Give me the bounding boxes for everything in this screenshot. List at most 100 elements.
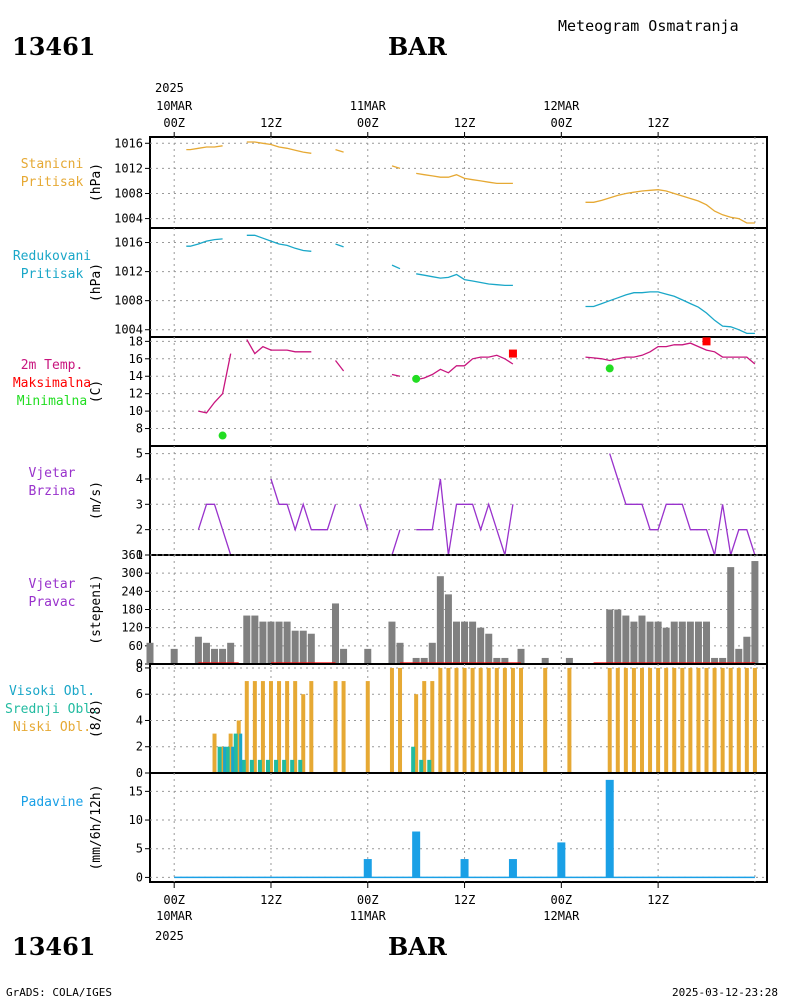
precip-bar: [412, 831, 421, 878]
cloud-cover-label-line: Visoki Obl.: [9, 684, 95, 699]
wind-direction-bar: [614, 609, 622, 664]
cloud-low-bar: [268, 681, 273, 773]
y-tick-label: 240: [121, 584, 143, 598]
cloud-low-bar: [567, 667, 572, 773]
cloud-low-bar: [252, 681, 257, 773]
cloud-mid-bar: [249, 759, 254, 773]
cloud-low-bar: [228, 733, 233, 773]
cloud-low-bar: [414, 694, 419, 773]
wind-direction-bar: [194, 636, 202, 664]
y-tick-label: 2: [136, 523, 143, 537]
wind-direction-bar: [469, 621, 477, 664]
station-pressure-label-line: Stanicni: [21, 157, 84, 172]
bottom-year-label: 2025: [155, 929, 184, 943]
wind-direction-bar: [493, 657, 501, 664]
tmin-marker: [605, 364, 614, 373]
cloud-cover-panel: 0 2 4 6 8 (8/8)Visoki Obl. Srednji Obl. Niski O…: [5, 661, 768, 780]
station-id-top: 13461: [12, 32, 96, 61]
wind-direction-bar: [243, 615, 251, 664]
wind-direction-bar: [751, 561, 759, 664]
precip-bar: [363, 859, 372, 878]
y-tick-label: 15: [129, 784, 143, 798]
wind-direction-bar: [332, 603, 340, 664]
wind-direction-bar: [444, 594, 452, 664]
wind-direction-bar: [703, 621, 711, 664]
wind-direction-bar: [202, 642, 210, 664]
wind-direction-bar: [275, 621, 283, 664]
wind-direction-label-line: Vjetar: [29, 577, 76, 592]
cloud-low-bar: [389, 667, 394, 773]
precip-bar: [460, 859, 469, 878]
cloud-high-bar: [223, 746, 227, 773]
cloud-low-bar: [648, 667, 653, 773]
wind-direction-bar: [517, 648, 525, 664]
station-pressure-series-line: [335, 148, 344, 153]
wind-direction-bar: [670, 621, 678, 664]
y-tick-label: 18: [129, 334, 143, 348]
wind-direction-bar: [622, 615, 630, 664]
wind-speed-unit-label: (m/s): [89, 481, 104, 520]
station-pressure-series-line: [416, 172, 513, 185]
top-time-axis: 00Z 10MAR 12Z 00Z 11MAR 12Z 00Z 12MAR 12Z: [156, 99, 669, 137]
top-year-label: 2025: [155, 81, 184, 95]
cloud-low-bar: [615, 667, 620, 773]
y-tick-label: 0: [136, 766, 143, 780]
wind-speed-panel: 1 2 3 4 5 (m/s) Vjetar Brzina: [29, 445, 768, 562]
y-tick-label: 1004: [114, 323, 143, 337]
reduced-pressure-series-line: [416, 273, 513, 287]
cloud-low-bar: [446, 667, 451, 773]
temperature-series-line: [585, 342, 756, 365]
cloud-low-bar: [438, 667, 443, 773]
cloud-low-bar: [720, 667, 725, 773]
cloud-low-bar: [664, 667, 669, 773]
y-tick-label: 6: [136, 687, 143, 701]
cloud-low-bar: [470, 667, 475, 773]
wind-speed-series-line: [270, 478, 337, 532]
cloud-low-bar: [607, 667, 612, 773]
cloud-low-bar: [752, 667, 757, 773]
cloud-mid-bar: [257, 759, 262, 773]
top-hour-label: 00Z: [357, 116, 379, 130]
wind-direction-bar: [396, 642, 404, 664]
cloud-low-bar: [277, 681, 282, 773]
bottom-hour-label: 00Z: [163, 893, 185, 907]
station-name-bottom: BAR: [388, 932, 448, 961]
bottom-day-label: 11MAR: [350, 909, 387, 923]
reduced-pressure-series-line: [335, 243, 344, 248]
y-tick-label: 60: [129, 639, 143, 653]
wind-direction-bar: [267, 621, 275, 664]
cloud-low-bar: [543, 667, 548, 773]
cloud-low-bar: [309, 681, 314, 773]
y-tick-label: 1012: [114, 161, 143, 175]
wind-direction-bar: [428, 642, 436, 664]
y-tick-label: 14: [129, 369, 143, 383]
wind-direction-bar: [654, 621, 662, 664]
cloud-low-bar: [672, 667, 677, 773]
cloud-low-bar: [301, 694, 306, 773]
wind-direction-bar: [719, 657, 727, 664]
precip-bar: [605, 779, 614, 878]
wind-direction-bar: [219, 648, 227, 664]
bottom-hour-label: 12Z: [454, 893, 476, 907]
precip-bar: [508, 859, 517, 878]
temperature-label-line: Minimalna: [17, 394, 87, 409]
temperature-label-line: 2m Temp.: [21, 358, 84, 373]
wind-direction-bar: [299, 630, 307, 664]
station-pressure-label-line: Pritisak: [21, 175, 84, 190]
wind-direction-bar: [638, 615, 646, 664]
wind-direction-bar: [436, 576, 444, 664]
wind-direction-bar: [388, 621, 396, 664]
wind-direction-bar: [485, 633, 493, 664]
station-pressure-series-line: [391, 165, 401, 170]
wind-direction-label-line: Pravac: [29, 595, 76, 610]
cloud-mid-bar: [233, 733, 238, 773]
y-tick-label: 0: [136, 657, 143, 671]
wind-direction-bar: [146, 642, 154, 664]
cloud-low-bar: [502, 667, 507, 773]
cloud-low-bar: [341, 681, 346, 773]
wind-direction-bar: [283, 621, 291, 664]
cloud-cover-label-line: Niski Obl.: [13, 720, 91, 735]
precipitation-frame: [149, 772, 768, 883]
cloud-mid-bar: [265, 759, 270, 773]
cloud-low-bar: [728, 667, 733, 773]
